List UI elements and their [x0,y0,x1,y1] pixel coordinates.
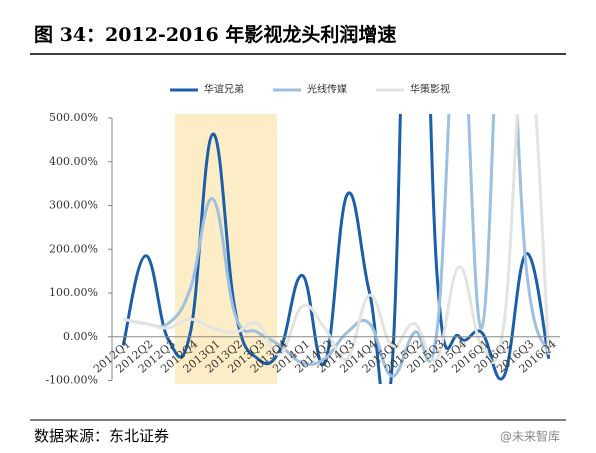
highlight-band [175,114,277,384]
y-tick-label: 200.00% [49,242,98,255]
y-tick-label: 500.00% [49,111,98,124]
y-tick-label: 0.00% [63,330,98,343]
series-line [122,114,551,364]
y-tick-label: 300.00% [49,199,98,212]
y-tick-label: 400.00% [49,155,98,168]
chart-title: 图 34：2012-2016 年影视龙头利润增速 [34,23,396,46]
source: 数据来源：东北证券 [34,427,169,445]
legend-label: 华策影视 [410,83,450,96]
series-line [122,114,551,378]
y-tick-label: -100.00% [45,374,98,387]
legend-label: 光线传媒 [307,83,347,96]
watermark: @未来智库 [500,429,560,444]
legend-label: 华谊兄弟 [204,83,244,96]
y-tick-label: 100.00% [49,286,98,299]
